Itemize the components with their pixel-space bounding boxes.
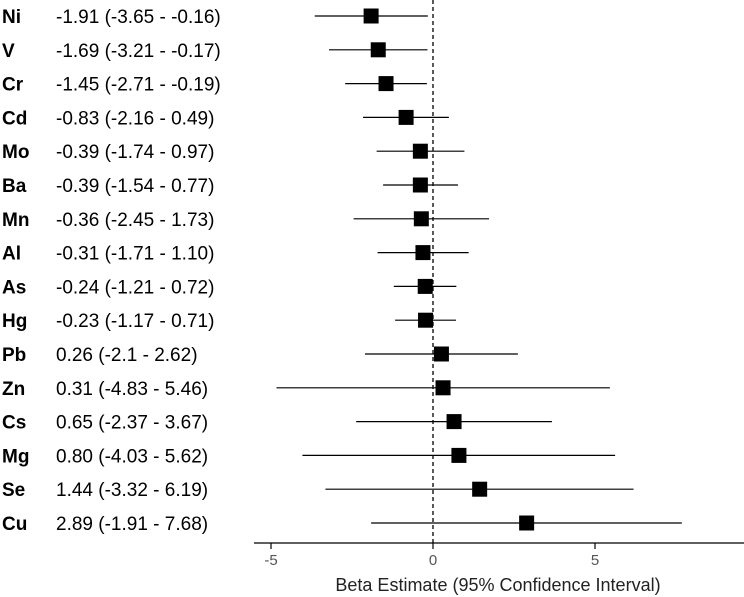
- point-estimate-marker: [418, 312, 434, 328]
- row-ci-label: -0.36 (-2.45 - 1.73): [56, 210, 214, 231]
- row-ci-label: -0.23 (-1.17 - 0.71): [56, 311, 214, 332]
- row-ci-label: -0.24 (-1.21 - 0.72): [56, 277, 214, 298]
- row-ci-label: -0.39 (-1.54 - 0.77): [56, 176, 214, 197]
- row-element-label: Cr: [2, 75, 24, 96]
- row-element-label: Cd: [2, 108, 27, 129]
- x-tick-label: 0: [429, 552, 437, 569]
- row-element-label: Mo: [2, 142, 29, 163]
- point-estimate-marker: [435, 380, 451, 396]
- point-estimate-marker: [378, 76, 394, 92]
- point-estimate-marker: [451, 447, 467, 463]
- row-ci-label: 0.80 (-4.03 - 5.62): [56, 446, 208, 467]
- point-estimate-marker: [472, 481, 488, 497]
- row-element-label: Al: [2, 244, 21, 265]
- row-ci-label: -1.45 (-2.71 - -0.19): [56, 75, 221, 96]
- point-estimate-marker: [412, 177, 428, 193]
- point-estimate-marker: [433, 346, 449, 362]
- row-ci-label: -1.91 (-3.65 - -0.16): [56, 7, 221, 28]
- point-estimate-marker: [417, 278, 433, 294]
- row-labels: Ni -1.91 (-3.65 - -0.16) V -1.69 (-3.21 - -…: [2, 7, 221, 535]
- row-element-label: Mg: [2, 446, 29, 467]
- row-element-label: Hg: [2, 311, 27, 332]
- row-ci-label: -1.69 (-3.21 - -0.17): [56, 41, 221, 62]
- row-element-label: Cu: [2, 514, 27, 535]
- row-ci-label: -0.39 (-1.74 - 0.97): [56, 142, 214, 163]
- row-element-label: Pb: [2, 345, 26, 366]
- x-axis: -5 0 5: [254, 542, 744, 569]
- point-estimate-marker: [363, 8, 379, 24]
- point-estimate-marker: [415, 245, 431, 261]
- point-estimate-marker: [446, 414, 462, 430]
- row-ci-label: -0.31 (-1.71 - 1.10): [56, 244, 214, 265]
- row-ci-label: 2.89 (-1.91 - 7.68): [56, 514, 208, 535]
- row-ci-label: 0.65 (-2.37 - 3.67): [56, 413, 208, 434]
- row-element-label: Zn: [2, 379, 25, 400]
- row-element-label: Ni: [2, 7, 21, 28]
- point-estimate-marker: [413, 211, 429, 227]
- row-element-label: As: [2, 277, 26, 298]
- x-axis-title: Beta Estimate (95% Confidence Interval): [335, 575, 660, 595]
- plot-marks: [276, 0, 682, 543]
- row-ci-label: 1.44 (-3.32 - 6.19): [56, 480, 208, 501]
- point-estimate-marker: [519, 515, 535, 531]
- x-tick-label: 5: [591, 552, 599, 569]
- row-element-label: Se: [2, 480, 25, 501]
- row-element-label: Ba: [2, 176, 27, 197]
- row-element-label: V: [2, 41, 15, 62]
- point-estimate-marker: [370, 42, 386, 58]
- row-ci-label: 0.31 (-4.83 - 5.46): [56, 379, 208, 400]
- point-estimate-marker: [412, 143, 428, 159]
- row-element-label: Mn: [2, 210, 29, 231]
- row-ci-label: -0.83 (-2.16 - 0.49): [56, 108, 214, 129]
- point-estimate-marker: [398, 109, 414, 125]
- row-element-label: Cs: [2, 413, 26, 434]
- row-ci-label: 0.26 (-2.1 - 2.62): [56, 345, 198, 366]
- x-tick-label: -5: [264, 552, 277, 569]
